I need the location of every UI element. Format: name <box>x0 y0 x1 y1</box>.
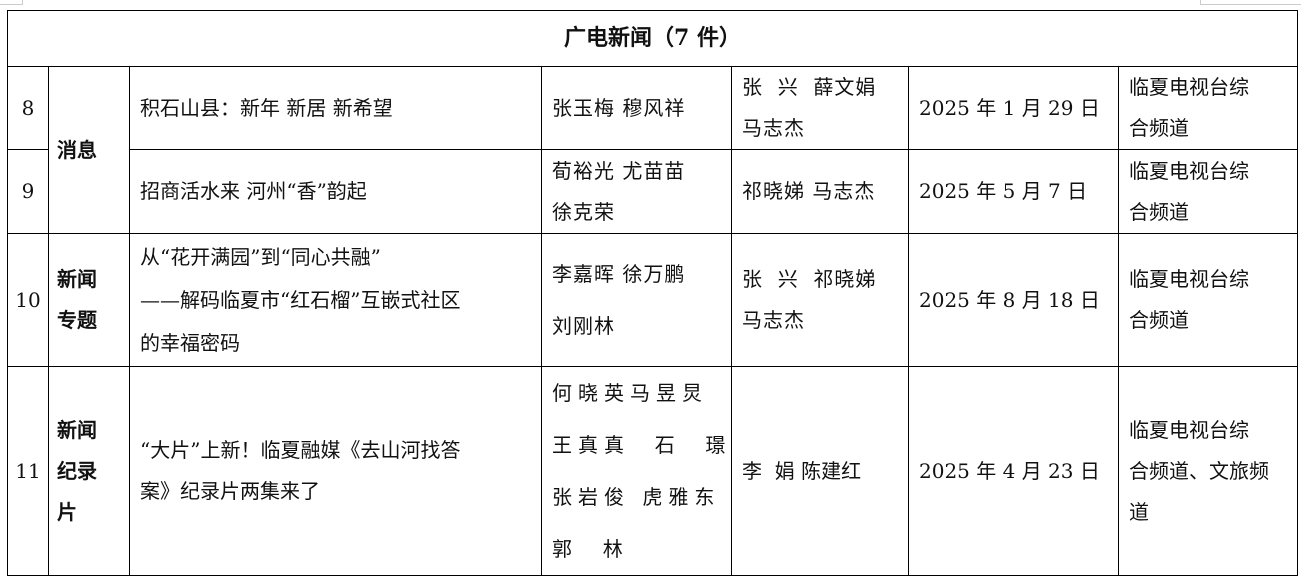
title-line: ——解码临夏市“红石榴”互嵌式社区 <box>140 287 461 312</box>
title-line: 案》纪录片两集来了 <box>140 479 320 503</box>
channel-cell: 临夏电视台综 合频道、文旅频道 <box>1118 366 1298 576</box>
table-title-row: 广电新闻（7 件） <box>7 10 1298 67</box>
author-line: 荀裕光 尤苗苗 <box>552 158 686 183</box>
editors-cell: 祁晓娣 马志杰 <box>731 149 909 234</box>
row-number: 8 <box>7 66 49 150</box>
table-row: 11 新闻纪录片 “大片”上新！临夏融媒《去山河找答 案》纪录片两集来了 何晓英马… <box>7 366 1298 576</box>
date-cell: 2025 年 8 月 18 日 <box>908 233 1119 367</box>
date-cell: 2025 年 5 月 7 日 <box>908 149 1119 234</box>
authors-cell: 何晓英马昱炅 王真真 石 璟张岩俊 虎雅东郭 林 <box>541 366 732 576</box>
category-cell: 新闻 专题 <box>48 233 130 367</box>
channel-line: 临夏电视台综 <box>1129 267 1249 291</box>
page-corner-mark <box>1200 0 1301 5</box>
channel-line: 合频道、文旅频 <box>1129 458 1269 483</box>
row-number: 9 <box>7 149 49 234</box>
table-row: 10 新闻专题 从“花开满园”到“同心共融” ——解码临夏市“红石榴”互嵌式社区的… <box>7 233 1298 367</box>
table-row: 9 招商活水来 河州“香”韵起 荀裕光 尤苗苗 徐克荣 祁晓娣 马志杰 2025 … <box>7 149 1298 234</box>
authors-cell: 荀裕光 尤苗苗 徐克荣 <box>541 149 732 234</box>
channel-line: 临夏电视台综 <box>1129 158 1249 183</box>
channel-line: 合频道 <box>1129 199 1189 224</box>
author-line: 刘刚林 <box>552 314 615 338</box>
work-title: “大片”上新！临夏融媒《去山河找答 案》纪录片两集来了 <box>129 366 542 576</box>
work-title: 招商活水来 河州“香”韵起 <box>129 149 542 234</box>
category-line: 专题 <box>57 308 97 332</box>
editors-cell: 李 娟 陈建红 <box>731 366 909 576</box>
row-number: 11 <box>7 366 49 576</box>
author-line: 徐克荣 <box>552 199 615 224</box>
author-line: 王真真 石 璟 <box>552 433 732 457</box>
editor-line: 马志杰 <box>742 116 805 140</box>
editor-line: 祁晓娣 马志杰 <box>742 179 876 203</box>
channel-line: 合频道 <box>1129 116 1189 140</box>
table-title: 广电新闻（7 件） <box>7 10 1298 67</box>
row-number: 10 <box>7 233 49 367</box>
category-line: 新闻 <box>57 267 97 291</box>
channel-cell: 临夏电视台综 合频道 <box>1118 66 1298 150</box>
editor-line: 张 兴 祁晓娣 <box>742 267 877 291</box>
category-cell: 消息 <box>48 66 130 234</box>
editors-cell: 张 兴 薛文娟 马志杰 <box>731 66 909 150</box>
category-line: 片 <box>57 499 77 524</box>
work-title: 积石山县：新年 新居 新希望 <box>129 66 542 150</box>
authors-cell: 李嘉晖 徐万鹏 刘刚林 <box>541 233 732 367</box>
table-row: 8 消息 积石山县：新年 新居 新希望 张玉梅 穆风祥 张 兴 薛文娟 马志杰 2… <box>7 66 1298 234</box>
channel-line: 合频道 <box>1129 308 1189 332</box>
author-line: 郭 林 <box>552 537 629 561</box>
channel-line: 临夏电视台综 <box>1129 417 1249 442</box>
category-line: 纪录 <box>57 458 97 483</box>
category-line: 新闻 <box>57 417 97 442</box>
category-cell: 新闻 纪录片 <box>48 366 130 576</box>
editors-cell: 张 兴 祁晓娣 马志杰 <box>731 233 909 367</box>
channel-cell: 临夏电视台综 合频道 <box>1118 233 1298 367</box>
channel-line: 道 <box>1129 499 1149 524</box>
work-title: 从“花开满园”到“同心共融” ——解码临夏市“红石榴”互嵌式社区 的幸福密码 <box>129 233 542 367</box>
title-line: 积石山县：新年 新居 新希望 <box>140 95 393 120</box>
editor-line: 张 兴 薛文娟 <box>742 75 877 99</box>
title-line: 的幸福密码 <box>140 330 240 355</box>
author-line: 何晓英马昱炅 <box>552 381 708 405</box>
editor-line: 李 娟 陈建红 <box>742 458 862 483</box>
editor-line: 马志杰 <box>742 308 805 332</box>
page-corner-mark <box>0 0 23 5</box>
channel-cell: 临夏电视台综 合频道 <box>1118 149 1298 234</box>
author-line: 张玉梅 穆风祥 <box>552 95 686 120</box>
channel-line: 临夏电视台综 <box>1129 75 1249 99</box>
title-line: “大片”上新！临夏融媒《去山河找答 <box>140 438 461 462</box>
title-line: 招商活水来 河州“香”韵起 <box>140 179 367 203</box>
authors-cell: 张玉梅 穆风祥 <box>541 66 732 150</box>
author-line: 李嘉晖 徐万鹏 <box>552 262 686 286</box>
author-line: 张岩俊 虎雅东 <box>552 485 721 509</box>
title-line: 从“花开满园”到“同心共融” <box>140 244 381 269</box>
date-cell: 2025 年 1 月 29 日 <box>908 66 1119 150</box>
date-cell: 2025 年 4 月 23 日 <box>908 366 1119 576</box>
awards-table: 广电新闻（7 件） 8 消息 积石山县：新年 新居 新希望 张玉梅 穆风祥 张 … <box>7 10 1298 576</box>
